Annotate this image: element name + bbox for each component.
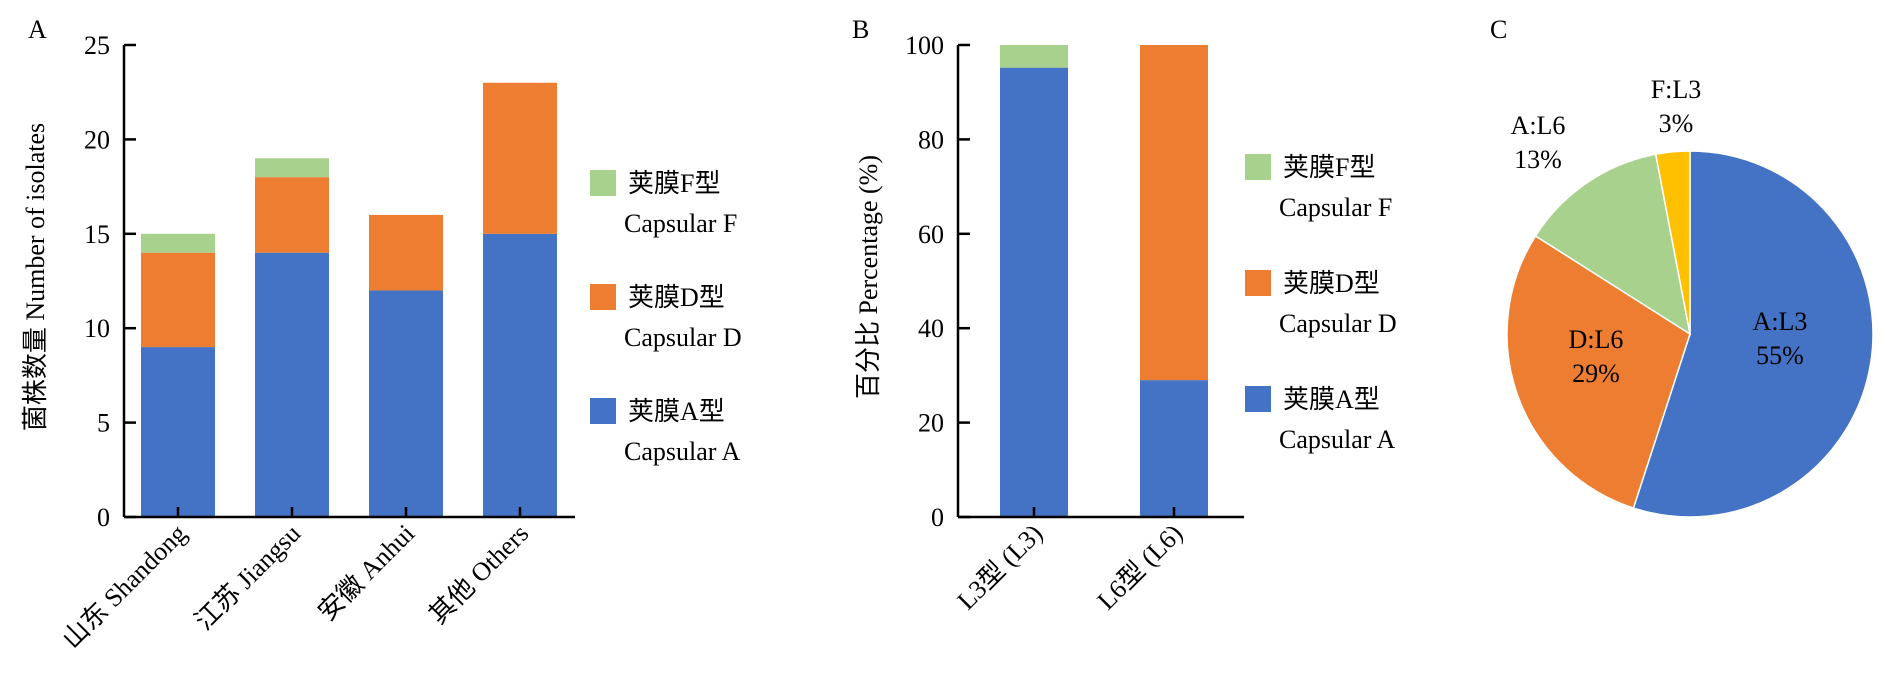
panel-b-bar-capsular_d-1 — [1140, 45, 1208, 381]
panel-b-legend-label-zh-capsular_a: 荚膜A型 — [1283, 385, 1380, 414]
panel-b-bar-capsular_a-0 — [1000, 67, 1068, 517]
panel-c-slice-label-0: A:L3 — [1753, 307, 1808, 336]
panel-c-labels: A:L3 55% D:L6 29% A:L6 13% F:L3 3% — [1511, 75, 1808, 388]
panel-b-legend-swatch-capsular_f — [1245, 154, 1271, 180]
panel-c-slices — [1506, 150, 1874, 518]
panel-c-slice-label-2: A:L6 — [1511, 111, 1566, 140]
panel-a-letter: A — [28, 15, 47, 44]
panel-a-bar-capsular_d-3 — [483, 82, 557, 234]
panel-a-legend-label-en-capsular_d: Capsular D — [624, 323, 742, 352]
panel-a-legend-label-en-capsular_a: Capsular A — [624, 437, 740, 466]
panel-a-bar-capsular_a-1 — [255, 252, 329, 517]
panel-b-y-ticks: 0 20 40 60 80 100 — [905, 31, 970, 532]
panel-a-legend-swatch-capsular_a — [590, 398, 616, 424]
panel-c-slice-pct-0: 55% — [1756, 341, 1804, 370]
panel-a-y-tick-label-0: 0 — [97, 503, 110, 532]
panel-a-ylabel: 菌株数量 Number of isolates — [21, 123, 50, 431]
panel-a-bar-capsular_d-0 — [141, 252, 215, 348]
panel-c-slice-2 — [1534, 153, 1692, 336]
panel-b-x-tick-label-0: L3型 (L3) — [952, 519, 1049, 616]
panel-a-bar-capsular_d-2 — [369, 214, 443, 291]
panel-a-bar-capsular_a-3 — [483, 233, 557, 518]
panel-a-y-tick-label-5: 25 — [84, 31, 110, 60]
panel-c-slice-label-3: F:L3 — [1651, 75, 1702, 104]
panel-a-legend-label-en-capsular_f: Capsular F — [624, 209, 737, 238]
panel-b-x-tick-label-1: L6型 (L6) — [1092, 519, 1189, 616]
panel-b-x-ticks: L3型 (L3) L6型 (L6) — [952, 507, 1189, 616]
panel-b-letter: B — [852, 15, 869, 44]
panel-a-legend-label-zh-capsular_f: 荚膜F型 — [628, 169, 720, 198]
panel-c: C A:L3 55% D:L6 29% A:L6 13% F:L3 3% — [1490, 15, 1874, 518]
panel-c-slice-label-1: D:L6 — [1569, 325, 1624, 354]
panel-a-legend-label-zh-capsular_a: 荚膜A型 — [628, 397, 725, 426]
panel-b-legend: 荚膜F型 Capsular F 荚膜D型 Capsular D 荚膜A型 Capsular… — [1245, 153, 1397, 454]
panel-c-slice-pct-2: 13% — [1514, 145, 1562, 174]
panel-a-legend-swatch-capsular_f — [590, 170, 616, 196]
panel-a-bar-capsular_d-1 — [255, 177, 329, 253]
panel-a-bar-capsular_a-2 — [369, 290, 443, 517]
panel-b-legend-label-en-capsular_a: Capsular A — [1279, 425, 1395, 454]
panel-a: A 菌株数量 Number of isolates 0 5 10 15 20 25 山东 … — [21, 15, 742, 654]
panel-b-axes — [956, 45, 1244, 519]
panel-c-letter: C — [1490, 15, 1507, 44]
panel-b-y-tick-label-2: 40 — [918, 314, 944, 343]
panel-a-bar-capsular_f-1 — [255, 158, 329, 178]
panel-a-bars — [141, 82, 557, 518]
panel-a-y-tick-label-3: 15 — [84, 220, 110, 249]
panel-a-x-tick-label-3: 其他 Others — [423, 519, 534, 630]
panel-b-y-tick-label-4: 80 — [918, 125, 944, 154]
panel-a-x-tick-label-2: 安徽 Anhui — [312, 519, 420, 627]
panel-c-slice-pct-3: 3% — [1659, 109, 1694, 138]
panel-c-slice-pct-1: 29% — [1572, 359, 1620, 388]
panel-b-y-tick-label-1: 20 — [918, 409, 944, 438]
panel-a-bar-capsular_f-0 — [141, 233, 215, 253]
panel-a-x-tick-label-0: 山东 Shandong — [57, 519, 192, 654]
panel-b: B 百分比 Percentage (%) 0 20 40 60 80 100 L3型 (L… — [852, 15, 1397, 615]
panel-b-y-tick-label-0: 0 — [931, 503, 944, 532]
panel-b-y-tick-label-3: 60 — [918, 220, 944, 249]
panel-a-legend-label-zh-capsular_d: 荚膜D型 — [628, 283, 725, 312]
panel-b-legend-swatch-capsular_d — [1245, 270, 1271, 296]
panel-b-ylabel: 百分比 Percentage (%) — [854, 155, 883, 399]
panel-c-slice-1 — [1506, 234, 1691, 509]
panel-b-legend-label-zh-capsular_d: 荚膜D型 — [1283, 269, 1380, 298]
panel-b-y-tick-label-5: 100 — [905, 31, 944, 60]
panel-c-slice-3 — [1654, 150, 1691, 335]
panel-a-y-tick-label-1: 5 — [97, 409, 110, 438]
panel-b-legend-label-en-capsular_f: Capsular F — [1279, 193, 1392, 222]
panel-c-slice-0 — [1632, 150, 1874, 518]
panel-a-legend: 荚膜F型 Capsular F 荚膜D型 Capsular D 荚膜A型 Capsular… — [590, 169, 742, 466]
panel-b-bar-capsular_f-0 — [1000, 45, 1068, 68]
panel-a-legend-swatch-capsular_d — [590, 284, 616, 310]
panel-b-legend-swatch-capsular_a — [1245, 386, 1271, 412]
panel-a-y-tick-label-4: 20 — [84, 125, 110, 154]
panel-a-x-tick-label-1: 江苏 Jiangsu — [189, 519, 306, 636]
panel-b-legend-label-en-capsular_d: Capsular D — [1279, 309, 1397, 338]
panel-a-y-tick-label-2: 10 — [84, 314, 110, 343]
panel-b-legend-label-zh-capsular_f: 荚膜F型 — [1283, 153, 1375, 182]
panel-a-y-ticks: 0 5 10 15 20 25 — [84, 31, 136, 532]
panel-b-bars — [1000, 45, 1208, 517]
panel-b-bar-capsular_a-1 — [1140, 380, 1208, 517]
panel-a-axes — [122, 45, 575, 519]
panel-a-bar-capsular_a-0 — [141, 347, 215, 517]
